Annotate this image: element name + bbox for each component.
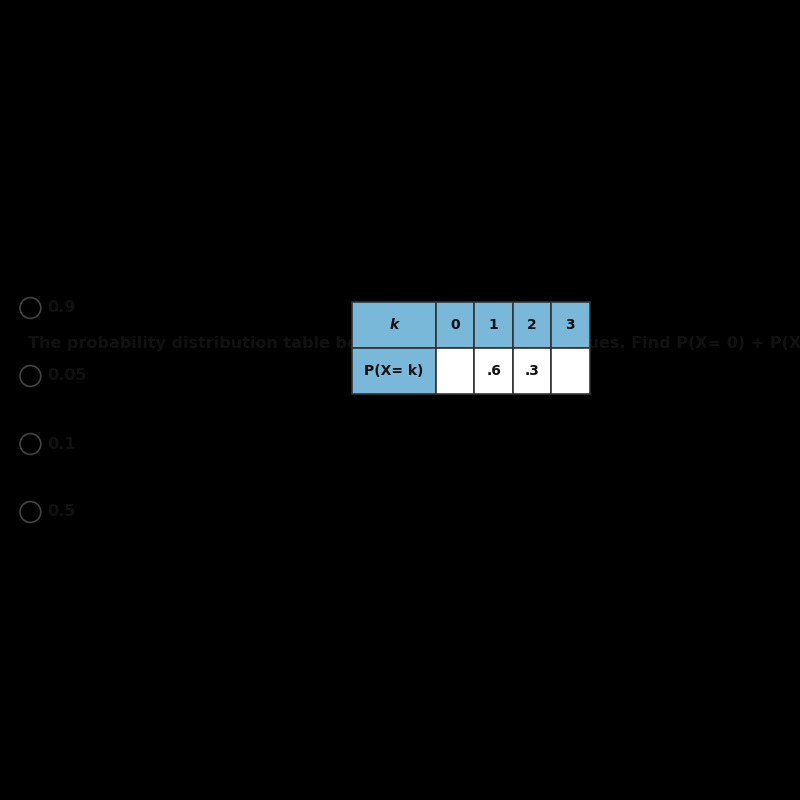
Bar [551, 348, 590, 394]
Bar [436, 302, 474, 348]
Bar [513, 348, 551, 394]
Text: .3: .3 [525, 364, 539, 378]
Text: The probability distribution table below has some missing values. Find P(X= 0) +: The probability distribution table below… [28, 336, 800, 351]
Text: 2: 2 [527, 318, 537, 332]
Text: 0.1: 0.1 [47, 437, 75, 451]
Text: 0.9: 0.9 [47, 301, 75, 315]
Text: P(X= k): P(X= k) [364, 364, 424, 378]
Bar [474, 302, 513, 348]
Text: 3: 3 [566, 318, 575, 332]
Text: 0.5: 0.5 [47, 505, 75, 519]
Text: 0: 0 [450, 318, 460, 332]
Bar [436, 348, 474, 394]
Text: .6: .6 [486, 364, 501, 378]
Bar [513, 302, 551, 348]
Text: 1: 1 [489, 318, 498, 332]
Text: k: k [390, 318, 398, 332]
Bar [551, 302, 590, 348]
Text: 0.05: 0.05 [47, 369, 86, 383]
Bar [352, 348, 436, 394]
Bar [352, 302, 436, 348]
Bar [474, 348, 513, 394]
